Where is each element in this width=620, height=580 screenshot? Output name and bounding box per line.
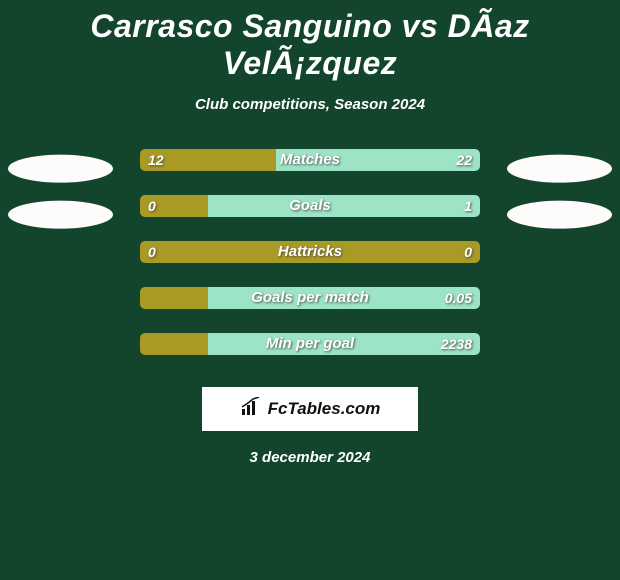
stat-bar: 00Hattricks — [140, 241, 480, 263]
stat-label: Min per goal — [140, 333, 480, 355]
player-right-ellipse — [507, 155, 612, 183]
stat-label: Matches — [140, 149, 480, 171]
stat-row: 2238Min per goal — [0, 333, 620, 379]
bar-chart-icon — [240, 397, 262, 422]
player-right-ellipse — [507, 201, 612, 229]
brand-text: FcTables.com — [268, 399, 381, 419]
stat-label: Goals per match — [140, 287, 480, 309]
stat-bar: 01Goals — [140, 195, 480, 217]
stat-row: 01Goals — [0, 195, 620, 241]
subtitle: Club competitions, Season 2024 — [0, 96, 620, 113]
stat-label: Hattricks — [140, 241, 480, 263]
stat-bar: 1222Matches — [140, 149, 480, 171]
stats-container: 1222Matches 01Goals 00Hattricks 0.05Goals p… — [0, 149, 620, 379]
stat-label: Goals — [140, 195, 480, 217]
player-left-ellipse — [8, 155, 113, 183]
page-title: Carrasco Sanguino vs DÃ­az VelÃ¡zquez — [0, 0, 620, 82]
stat-bar: 2238Min per goal — [140, 333, 480, 355]
brand-box[interactable]: FcTables.com — [202, 387, 418, 431]
stat-row: 1222Matches — [0, 149, 620, 195]
footer-date: 3 december 2024 — [0, 449, 620, 466]
stat-row: 00Hattricks — [0, 241, 620, 287]
player-left-ellipse — [8, 201, 113, 229]
stat-row: 0.05Goals per match — [0, 287, 620, 333]
stat-bar: 0.05Goals per match — [140, 287, 480, 309]
